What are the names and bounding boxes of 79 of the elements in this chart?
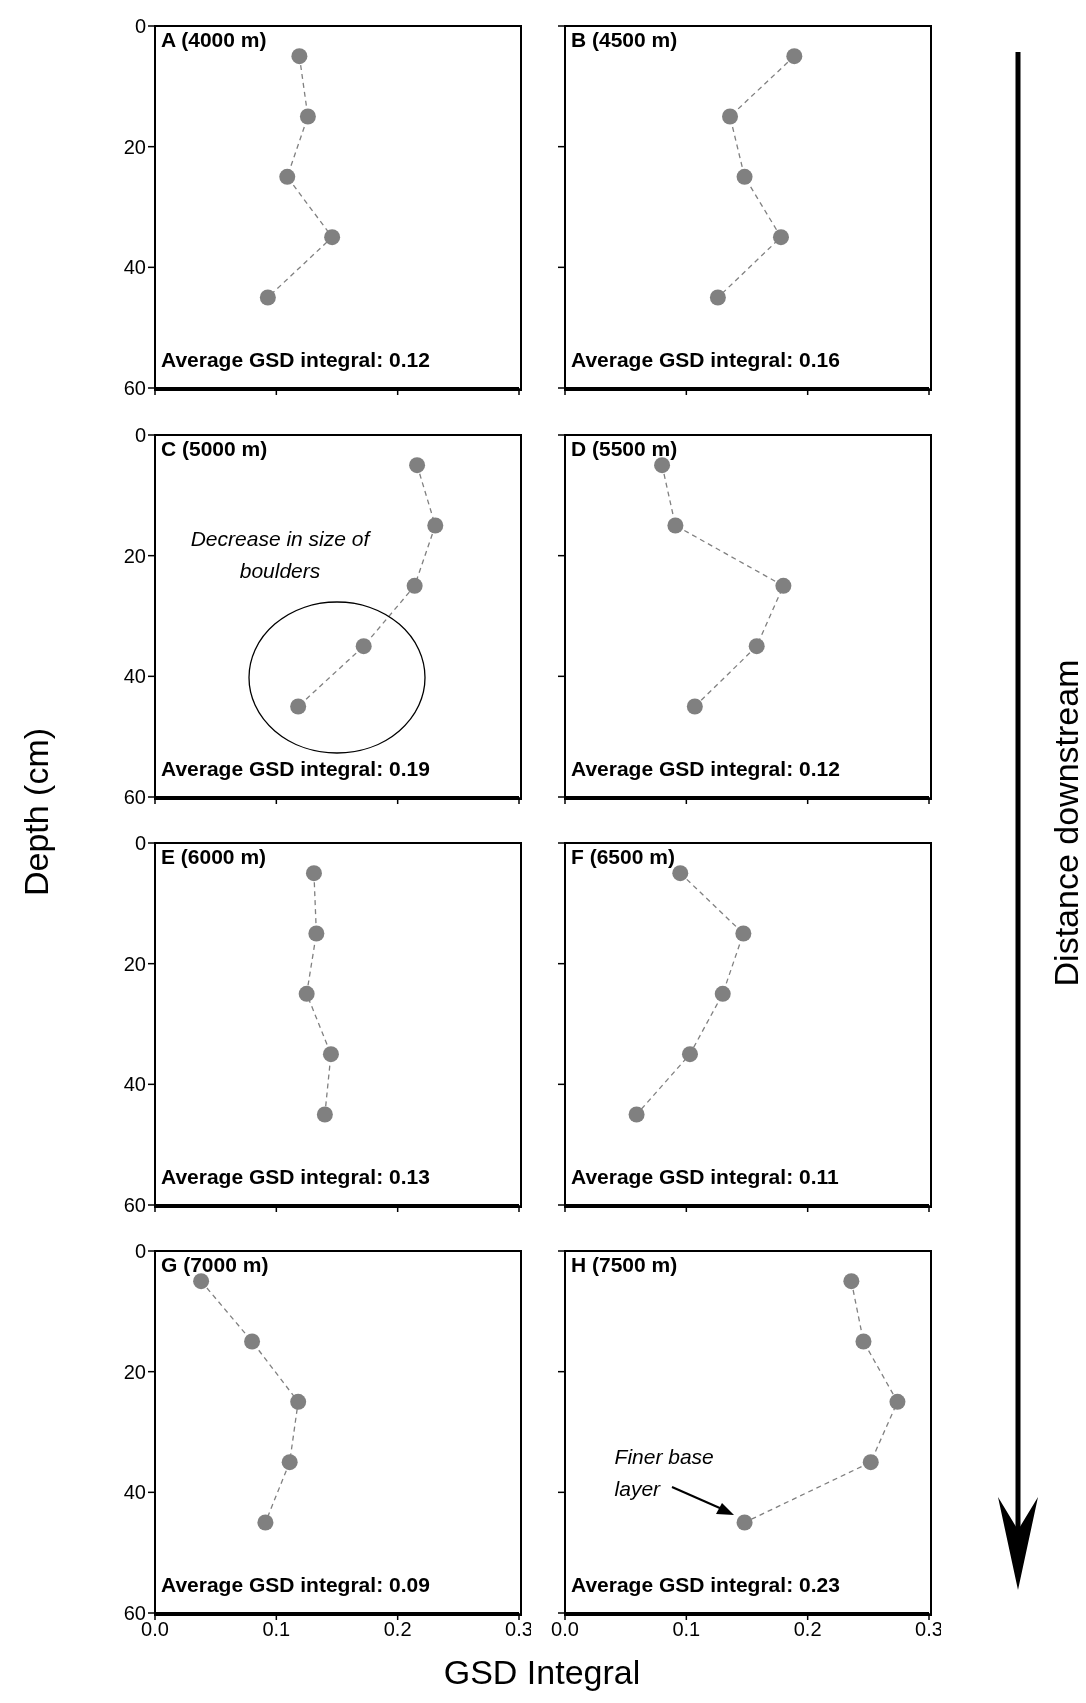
annotation: Average GSD integral: 0.12 xyxy=(571,757,840,781)
y-tick-label: 20 xyxy=(123,952,146,975)
point xyxy=(290,698,307,715)
point xyxy=(406,577,423,594)
annotation: Average GSD integral: 0.09 xyxy=(161,1573,430,1597)
point xyxy=(409,457,426,474)
point xyxy=(259,289,276,306)
y-tick-label: 60 xyxy=(123,786,146,809)
chart-title: B (4500 m) xyxy=(571,28,678,52)
point xyxy=(714,985,731,1002)
point xyxy=(889,1393,906,1410)
y-tick-label: 0 xyxy=(134,424,146,447)
annotation: Average GSD integral: 0.16 xyxy=(571,348,840,372)
y-tick-label: 20 xyxy=(123,1360,146,1383)
y-tick-label: 0 xyxy=(134,1240,146,1263)
point xyxy=(748,638,765,655)
y-tick-label: 40 xyxy=(123,665,146,688)
y-tick-label: 0 xyxy=(134,832,146,855)
y-tick-label: 60 xyxy=(123,377,146,400)
chart-title: F (6500 m) xyxy=(571,845,675,869)
annotation: Average GSD integral: 0.19 xyxy=(161,757,430,781)
point xyxy=(299,108,316,125)
chart-title: A (4000 m) xyxy=(161,28,267,52)
point xyxy=(324,229,341,246)
point xyxy=(709,289,726,306)
point xyxy=(672,865,689,882)
point xyxy=(355,638,372,655)
x-tick-label: 0.0 xyxy=(551,1618,579,1641)
annotation: Decrease in size of boulders xyxy=(189,526,372,584)
point xyxy=(855,1333,872,1350)
annotation: Average GSD integral: 0.13 xyxy=(161,1165,430,1189)
x-tick-label: 0.1 xyxy=(262,1618,291,1641)
annotation: Average GSD integral: 0.12 xyxy=(161,348,430,372)
x-tick-label: 0.2 xyxy=(383,1618,412,1641)
point xyxy=(667,517,684,534)
point xyxy=(775,577,792,594)
y-tick-label: 40 xyxy=(123,256,146,279)
point xyxy=(722,108,739,125)
point xyxy=(290,1393,307,1410)
point xyxy=(862,1454,879,1471)
point xyxy=(308,925,325,942)
y-tick-label: 20 xyxy=(123,544,146,567)
point xyxy=(316,1106,333,1123)
point xyxy=(786,48,803,65)
annotation: Average GSD integral: 0.23 xyxy=(571,1573,840,1597)
point xyxy=(244,1333,261,1350)
y-tick-label: 20 xyxy=(123,135,146,158)
point xyxy=(322,1046,339,1063)
point xyxy=(427,517,444,534)
x-tick-label: 0.2 xyxy=(793,1618,822,1641)
point xyxy=(298,985,315,1002)
chart-title: H (7500 m) xyxy=(571,1253,678,1277)
annotation: Average GSD integral: 0.11 xyxy=(571,1165,839,1189)
y-tick-label: 40 xyxy=(123,1073,146,1096)
point xyxy=(736,1514,753,1531)
point xyxy=(736,168,753,185)
point xyxy=(843,1273,860,1290)
y-tick-label: 0 xyxy=(134,15,146,38)
point xyxy=(772,229,789,246)
chart-title: C (5000 m) xyxy=(161,437,268,461)
y-axis-title: Depth (cm) xyxy=(16,727,56,897)
chart-title: D (5500 m) xyxy=(571,437,678,461)
y-tick-label: 40 xyxy=(123,1481,146,1504)
point xyxy=(291,48,308,65)
point xyxy=(628,1106,645,1123)
point xyxy=(686,698,703,715)
point xyxy=(305,865,322,882)
chart-title: E (6000 m) xyxy=(161,845,267,869)
point xyxy=(279,168,296,185)
annotation: Finer base layer xyxy=(614,1443,715,1502)
point xyxy=(735,925,752,942)
point xyxy=(681,1046,698,1063)
chart-title: G (7000 m) xyxy=(161,1253,269,1277)
x-axis-title: GSD Integral xyxy=(443,1652,641,1692)
y-tick-label: 60 xyxy=(123,1194,146,1217)
text: Distance downstream xyxy=(1046,659,1086,987)
point xyxy=(257,1514,274,1531)
x-tick-label: 0.1 xyxy=(672,1618,701,1641)
point xyxy=(281,1454,298,1471)
